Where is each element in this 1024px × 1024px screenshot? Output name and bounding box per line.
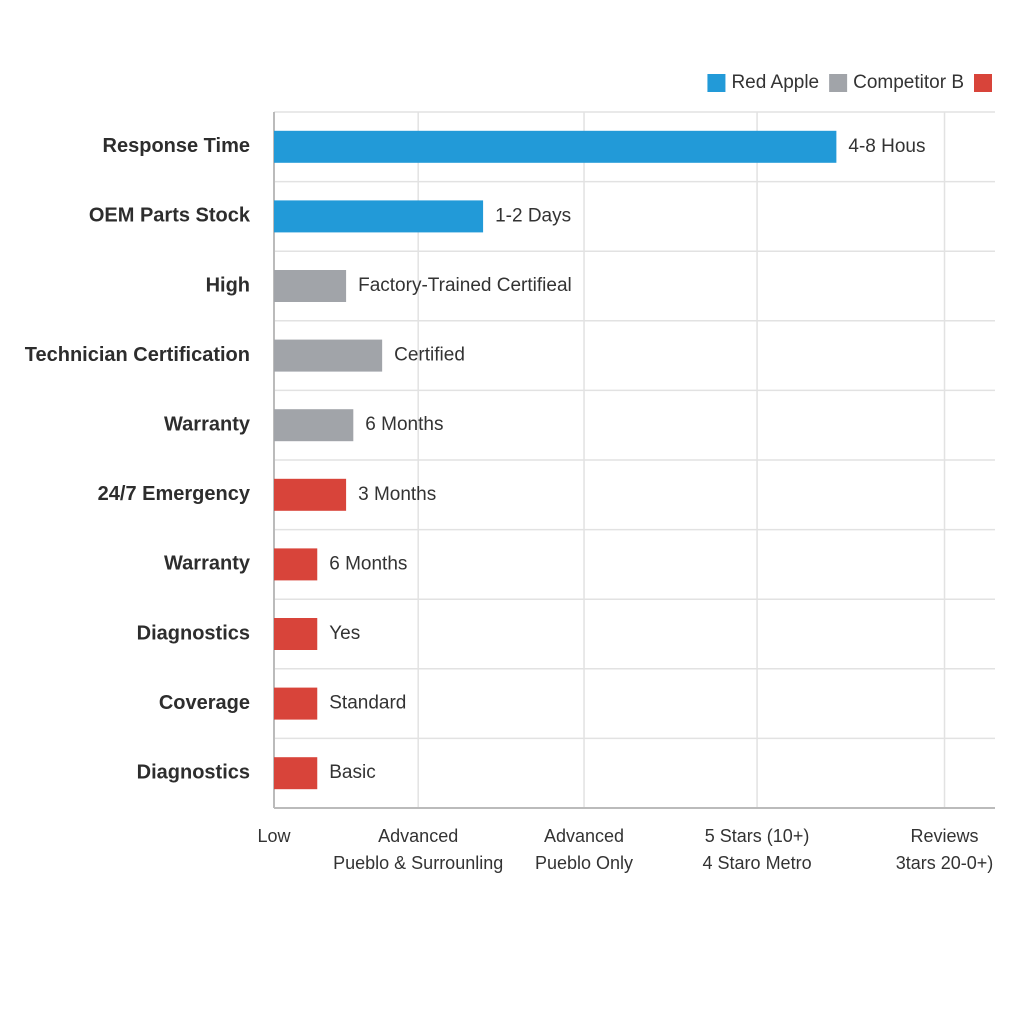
bar-label: Standard xyxy=(329,693,406,714)
bar-label: Certified xyxy=(394,345,465,366)
bar xyxy=(274,339,383,372)
bar xyxy=(274,130,837,163)
x-tick-label-line: Advanced xyxy=(378,826,458,846)
category-label: Response Time xyxy=(103,135,250,157)
bar-label: 4-8 Hous xyxy=(848,136,925,157)
legend-swatch xyxy=(829,74,848,92)
x-tick-label-line: Pueblo Only xyxy=(535,853,633,873)
x-tick-label-line: Advanced xyxy=(544,826,624,846)
category-label: 24/7 Emergency xyxy=(98,483,251,505)
x-tick-label-line: Low xyxy=(257,826,291,846)
x-tick-label: 5 Stars (10+) 4 Staro Metro xyxy=(703,826,812,873)
legend-label: Red Apple xyxy=(731,72,819,93)
category-label: Diagnostics xyxy=(137,761,250,783)
category-label: Technician Certification xyxy=(25,344,250,366)
x-tick-label-line: 3tars 20-0+) xyxy=(896,853,994,873)
bar-label: 6 Months xyxy=(365,414,443,435)
bar xyxy=(274,270,347,302)
x-tick-label-line: 4 Staro Metro xyxy=(703,853,812,873)
category-label: Diagnostics xyxy=(137,622,250,644)
category-label: OEM Parts Stock xyxy=(89,205,251,227)
x-tick-label-line: 5 Stars (10+) xyxy=(705,826,810,846)
bar xyxy=(274,687,318,720)
bar-label: Yes xyxy=(329,623,360,644)
bar-label: 3 Months xyxy=(358,484,436,505)
x-tick-label: Advanced Pueblo Only xyxy=(535,826,633,873)
bar-label: Factory-Trained Certifieal xyxy=(358,275,572,296)
x-tick-label-line: Reviews xyxy=(911,826,979,846)
bar-label: Basic xyxy=(329,762,375,783)
category-label: High xyxy=(206,274,250,296)
x-tick-label: Reviews 3tars 20-0+) xyxy=(896,826,994,873)
legend-swatch xyxy=(974,74,992,92)
legend-swatch xyxy=(707,74,726,92)
bar xyxy=(274,618,318,650)
bar-label: 1-2 Days xyxy=(495,205,571,226)
category-label: Warranty xyxy=(164,413,251,435)
x-tick-label-line: Pueblo & Surrounling xyxy=(333,853,503,873)
bar xyxy=(274,478,347,511)
bar xyxy=(274,548,318,581)
bar xyxy=(274,409,354,442)
x-tick-label: Advanced Pueblo & Surrounling xyxy=(333,826,503,873)
bar xyxy=(274,200,484,233)
x-tick-label: Low xyxy=(257,826,291,846)
category-label: Warranty xyxy=(164,553,251,575)
legend-label: Competitor B xyxy=(853,72,964,93)
bar-label: 6 Months xyxy=(329,553,407,574)
bar xyxy=(274,757,318,790)
category-label: Coverage xyxy=(159,692,250,714)
